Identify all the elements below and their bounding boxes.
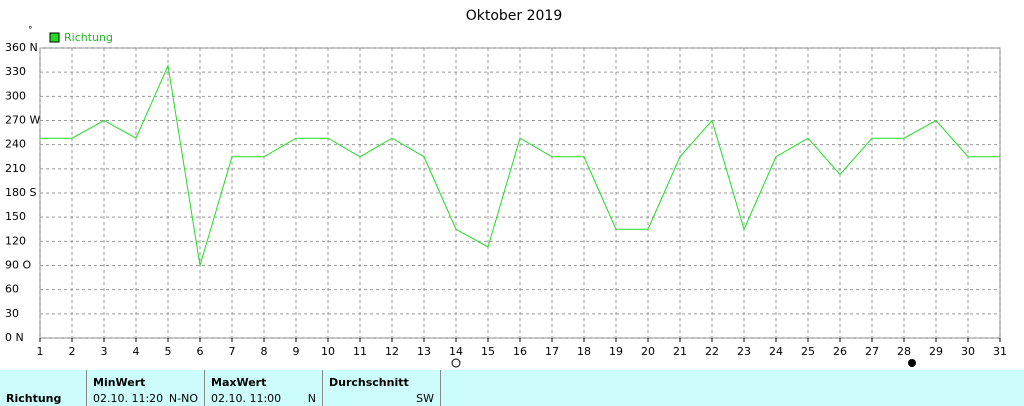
chart-title: Oktober 2019 [466,8,563,24]
x-tick-label: 10 [321,345,335,358]
y-tick-label: 330 [5,65,26,78]
y-tick-label: 30 [5,307,19,320]
row-label: Richtung [6,392,62,405]
x-tick-label: 19 [609,345,623,358]
value: N [307,392,316,405]
x-tick-label: 31 [993,345,1007,358]
x-tick-label: 2 [69,345,76,358]
x-tick-label: 4 [133,345,140,358]
x-tick-label: 29 [929,345,943,358]
x-tick-label: 9 [293,345,300,358]
x-tick-label: 27 [865,345,879,358]
x-tick-label: 8 [261,345,268,358]
y-tick-label: 210 [5,162,26,175]
x-tick-label: 18 [577,345,591,358]
y-tick-label: 90 O [5,259,31,272]
data-line [40,63,1000,266]
y-tick-label: 120 [5,234,26,247]
y-tick-label: 360 N [5,41,38,54]
y-tick-label: 180 S [5,186,36,199]
y-tick-label: 240 [5,138,26,151]
y-tick-label: 0 N [5,331,24,344]
x-tick-label: 16 [513,345,527,358]
x-tick-label: 15 [481,345,495,358]
y-tick-label: 270 W [5,114,40,127]
time: 02.10. 11:00 [211,392,282,405]
x-tick-label: 24 [769,345,783,358]
header: Durchschnitt [329,376,409,389]
moon-full [908,359,916,367]
y-tick-label: 300 [5,89,26,102]
x-tick-label: 20 [641,345,655,358]
x-tick-label: 6 [197,345,204,358]
legend-label: Richtung [64,31,113,44]
header: MaxWert [211,376,267,389]
value: SW [416,392,434,405]
moon-new [451,358,461,368]
y-tick-label: 60 [5,283,19,296]
x-tick-label: 14 [449,345,463,358]
x-tick-label: 26 [833,345,847,358]
x-tick-label: 13 [417,345,431,358]
x-tick-label: 1 [37,345,44,358]
x-tick-label: 21 [673,345,687,358]
x-tick-label: 28 [897,345,911,358]
header: MinWert [93,376,146,389]
time: 02.10. 11:20 [93,392,164,405]
unit-label: ° [28,26,33,36]
x-tick-label: 23 [737,345,751,358]
value: N-NO [168,392,198,405]
x-tick-label: 7 [229,345,236,358]
legend-swatch [49,32,60,43]
y-tick-label: 150 [5,210,26,223]
x-tick-label: 12 [385,345,399,358]
x-tick-label: 5 [165,345,172,358]
x-tick-label: 11 [353,345,367,358]
x-tick-label: 3 [101,345,108,358]
x-tick-label: 22 [705,345,719,358]
x-tick-label: 30 [961,345,975,358]
x-tick-label: 17 [545,345,559,358]
summary-panel: Richtung MinWert 02.10. 11:20 N-NO MaxWert… [0,370,1024,406]
x-tick-label: 25 [801,345,815,358]
